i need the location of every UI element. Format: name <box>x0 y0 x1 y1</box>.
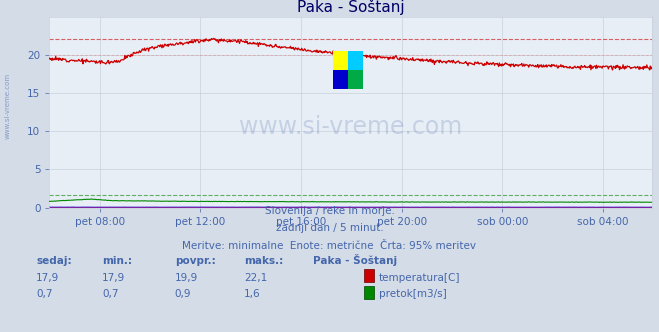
Text: pretok[m3/s]: pretok[m3/s] <box>379 289 447 299</box>
Text: zadnji dan / 5 minut.: zadnji dan / 5 minut. <box>275 223 384 233</box>
Text: maks.:: maks.: <box>244 256 283 266</box>
Text: sedaj:: sedaj: <box>36 256 72 266</box>
Bar <box>333 70 348 89</box>
Text: 19,9: 19,9 <box>175 273 198 283</box>
Text: 17,9: 17,9 <box>36 273 59 283</box>
Text: www.si-vreme.com: www.si-vreme.com <box>239 115 463 139</box>
Bar <box>348 51 363 70</box>
Text: 1,6: 1,6 <box>244 289 260 299</box>
Bar <box>348 70 363 89</box>
Text: Slovenija / reke in morje.: Slovenija / reke in morje. <box>264 206 395 216</box>
Text: www.si-vreme.com: www.si-vreme.com <box>5 73 11 139</box>
Text: Paka - Šoštanj: Paka - Šoštanj <box>313 254 397 266</box>
Text: 0,9: 0,9 <box>175 289 191 299</box>
Text: 0,7: 0,7 <box>102 289 119 299</box>
Text: 0,7: 0,7 <box>36 289 53 299</box>
Bar <box>333 51 348 70</box>
Title: Paka - Šoštanj: Paka - Šoštanj <box>297 0 405 15</box>
Text: 22,1: 22,1 <box>244 273 267 283</box>
Text: temperatura[C]: temperatura[C] <box>379 273 461 283</box>
Text: min.:: min.: <box>102 256 132 266</box>
Text: povpr.:: povpr.: <box>175 256 215 266</box>
Text: Meritve: minimalne  Enote: metrične  Črta: 95% meritev: Meritve: minimalne Enote: metrične Črta:… <box>183 241 476 251</box>
Text: 17,9: 17,9 <box>102 273 125 283</box>
